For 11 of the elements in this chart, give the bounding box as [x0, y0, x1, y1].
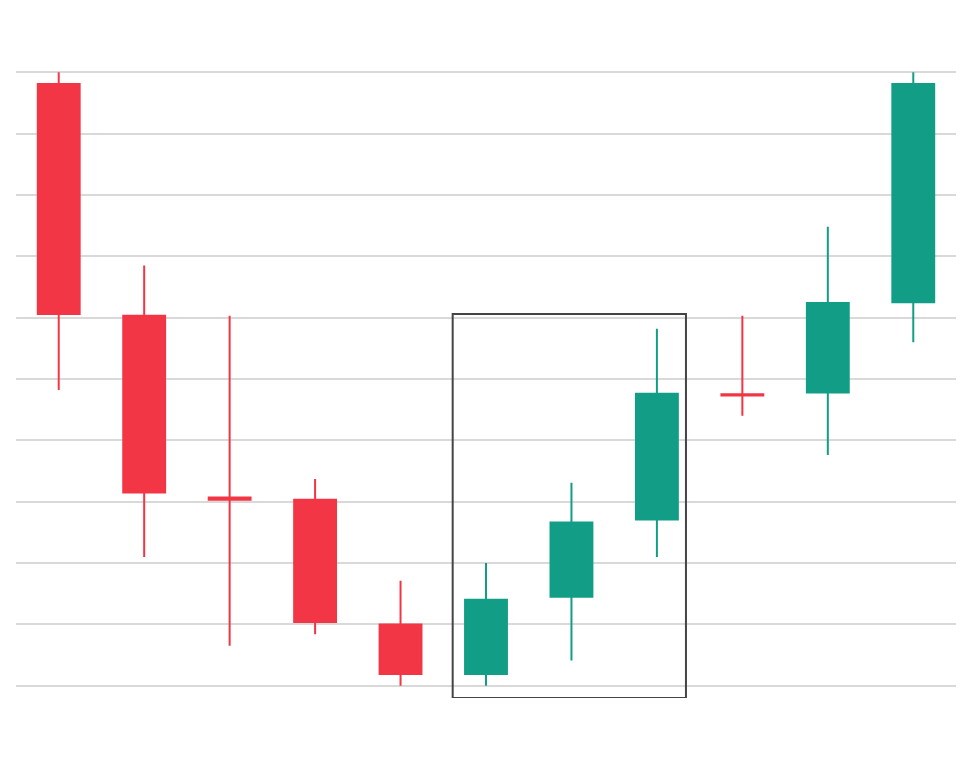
candlestick — [122, 264, 167, 558]
candlestick — [805, 225, 850, 457]
candlestick — [36, 71, 81, 392]
candlestick — [549, 481, 594, 662]
candlestick — [378, 579, 423, 687]
candlestick — [720, 314, 765, 417]
candlestick — [207, 314, 252, 647]
candlestick — [891, 71, 936, 344]
candlestick — [634, 327, 679, 558]
candlestick — [464, 562, 508, 687]
candlestick — [293, 478, 338, 636]
